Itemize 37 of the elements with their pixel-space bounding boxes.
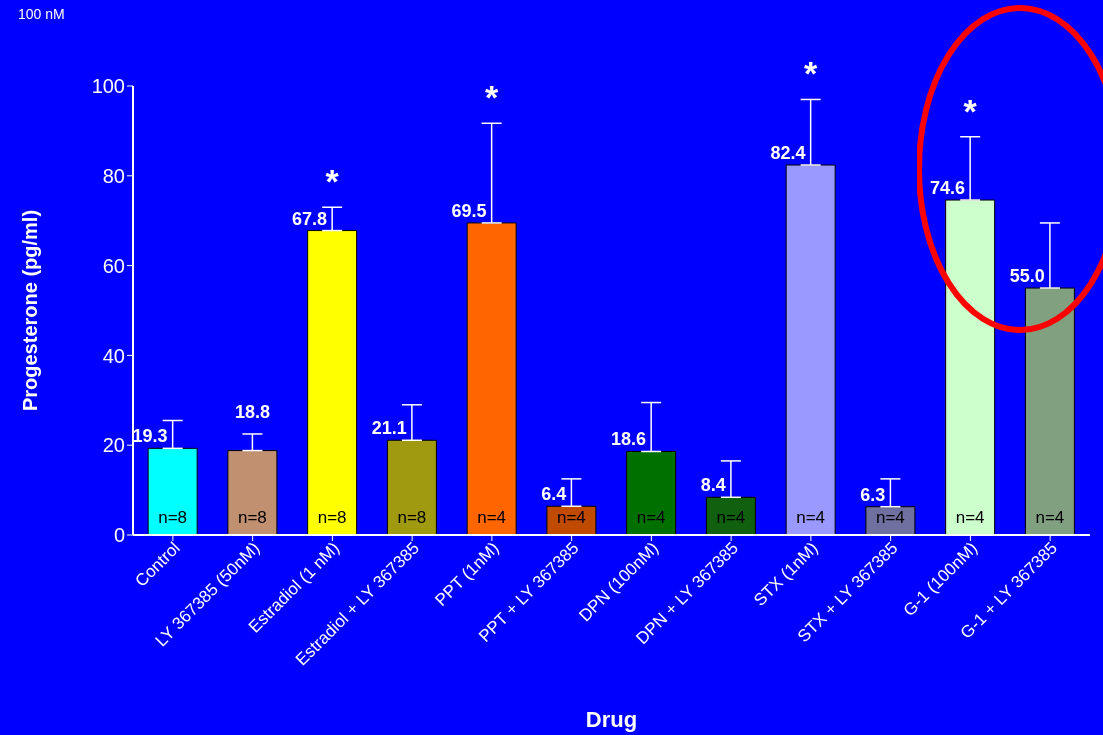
y-tick-label: 40 <box>102 344 125 367</box>
annotation: * <box>804 54 819 93</box>
annotation: * <box>485 78 500 117</box>
data-label: 21.1 <box>371 418 407 439</box>
data-label: 6.4 <box>541 484 567 505</box>
data-label: 67.8 <box>292 208 328 229</box>
annotation: n=8 <box>397 508 427 527</box>
annotation: n=4 <box>796 508 826 527</box>
data-label: 18.8 <box>234 401 270 422</box>
annotation: n=4 <box>955 508 985 527</box>
annotation: n=4 <box>875 508 905 527</box>
annotation: * <box>325 162 340 201</box>
data-label: 69.5 <box>451 200 487 221</box>
text: 100 nM <box>18 6 65 22</box>
annotation: n=4 <box>1035 508 1065 527</box>
annotation: n=8 <box>237 508 267 527</box>
y-tick-label: 80 <box>102 164 125 187</box>
annotation: n=8 <box>317 508 347 527</box>
annotation: n=4 <box>477 508 507 527</box>
annotation: n=4 <box>556 508 586 527</box>
y-tick-label: 20 <box>102 434 125 457</box>
annotation: n=8 <box>158 508 188 527</box>
data-label: 6.3 <box>860 484 886 505</box>
data-label: 18.6 <box>611 429 647 450</box>
data-label: 8.4 <box>700 475 726 496</box>
data-label: 55.0 <box>1009 266 1045 287</box>
y-tick-label: 0 <box>113 524 125 547</box>
data-label: 74.6 <box>930 178 966 199</box>
y-tick-label: 60 <box>102 254 125 277</box>
y-tick-label: 100 <box>91 75 125 98</box>
data-label: 82.4 <box>770 143 806 164</box>
y-axis-title: Progesterone (pg/ml) <box>19 209 42 412</box>
x-axis-title: Drug <box>585 707 638 732</box>
data-label: 19.3 <box>132 426 168 447</box>
annotation: n=4 <box>636 508 666 527</box>
annotation: n=4 <box>716 508 746 527</box>
annotation: * <box>963 91 978 130</box>
